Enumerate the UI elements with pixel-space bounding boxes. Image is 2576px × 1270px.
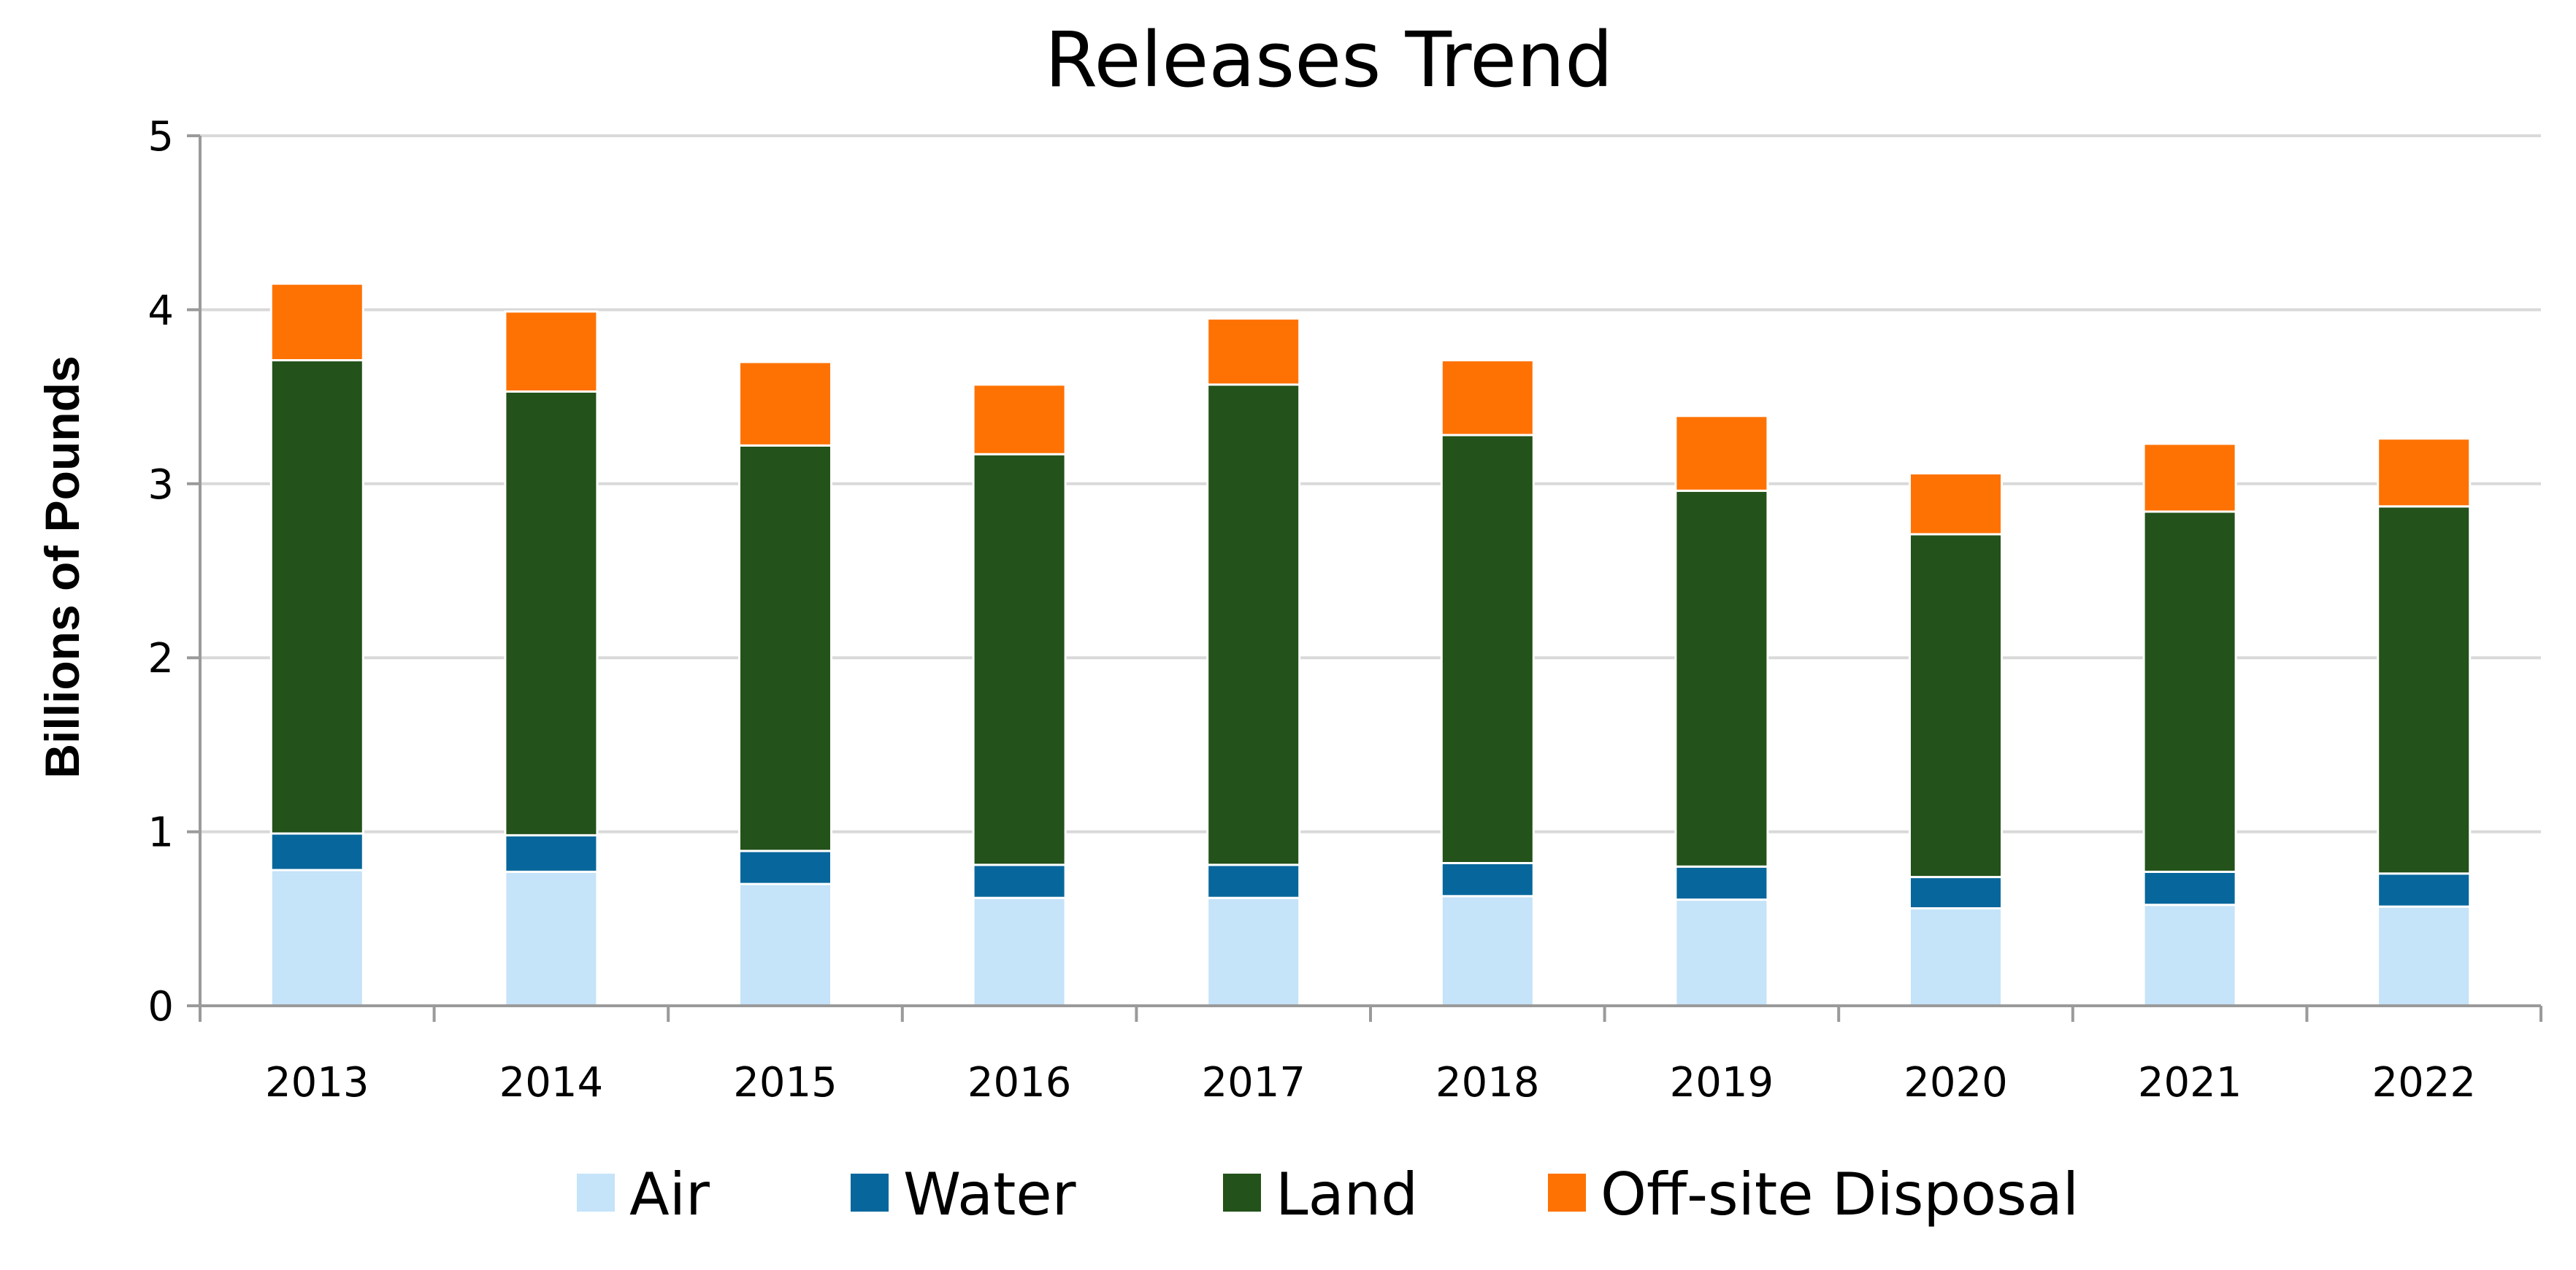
- bar-off-site-disposal-2022: [2377, 437, 2472, 508]
- bar-land-2019: [1674, 489, 1769, 868]
- y-tick-label: 5: [147, 113, 174, 161]
- legend-item-water: Water: [851, 1161, 1076, 1228]
- bar-air-2021: [2142, 904, 2237, 1007]
- x-tick-label: 2021: [2138, 1059, 2242, 1107]
- bar-land-2022: [2377, 505, 2472, 875]
- bar-land-2021: [2142, 510, 2237, 873]
- bar-stack-2017: [1206, 317, 1301, 1007]
- bar-water-2017: [1206, 863, 1301, 899]
- x-tick-label: 2018: [1435, 1059, 1540, 1107]
- legend-swatch: [1223, 1174, 1261, 1212]
- bar-air-2014: [504, 870, 599, 1007]
- bar-water-2016: [972, 863, 1067, 899]
- bar-off-site-disposal-2018: [1440, 359, 1535, 436]
- bar-water-2015: [738, 850, 832, 885]
- bar-stack-2022: [2377, 437, 2472, 1007]
- bar-off-site-disposal-2021: [2142, 442, 2237, 513]
- bar-water-2019: [1674, 865, 1769, 901]
- x-tick-label: 2020: [1904, 1059, 2008, 1107]
- bar-air-2019: [1674, 898, 1769, 1007]
- y-axis-label: Billions of Pounds: [35, 355, 89, 778]
- x-tick-label: 2017: [1201, 1059, 1306, 1107]
- legend-item-air: Air: [577, 1161, 710, 1228]
- bars: [269, 282, 2472, 1007]
- legend-label: Water: [903, 1161, 1076, 1228]
- bar-off-site-disposal-2019: [1674, 415, 1769, 492]
- bar-off-site-disposal-2013: [269, 282, 364, 362]
- bar-air-2018: [1440, 895, 1535, 1007]
- bar-water-2020: [1909, 876, 2003, 909]
- bar-off-site-disposal-2017: [1206, 317, 1301, 386]
- legend-swatch: [851, 1174, 889, 1212]
- bar-land-2016: [972, 453, 1067, 866]
- legend-label: Air: [629, 1161, 710, 1228]
- bar-air-2015: [738, 882, 832, 1007]
- bar-stack-2020: [1909, 472, 2003, 1007]
- legend-swatch: [1548, 1174, 1586, 1212]
- bar-off-site-disposal-2015: [738, 361, 832, 447]
- bar-air-2013: [269, 869, 364, 1007]
- bar-air-2022: [2377, 905, 2472, 1007]
- bar-land-2020: [1909, 533, 2003, 879]
- bar-off-site-disposal-2016: [972, 383, 1067, 455]
- x-tick-label: 2019: [1670, 1059, 1774, 1107]
- legend-swatch: [577, 1174, 615, 1212]
- y-tick-label: 0: [147, 983, 174, 1031]
- chart-title: Releases Trend: [1045, 15, 1613, 104]
- x-tick-label: 2013: [265, 1059, 369, 1107]
- bar-stack-2019: [1674, 415, 1769, 1007]
- bar-water-2018: [1440, 862, 1535, 898]
- bar-off-site-disposal-2014: [504, 310, 599, 393]
- x-tick-label: 2014: [499, 1059, 604, 1107]
- bar-air-2016: [972, 896, 1067, 1007]
- bar-land-2015: [738, 444, 832, 853]
- bar-water-2022: [2377, 872, 2472, 908]
- bar-stack-2015: [738, 361, 832, 1007]
- axes: 0 1 2 3 4 5 2013 2014 2015 2016 2017 2018 2019 2020 20…: [147, 113, 2542, 1107]
- bar-air-2017: [1206, 896, 1301, 1007]
- bar-stack-2021: [2142, 442, 2237, 1007]
- x-tick-label: 2022: [2372, 1059, 2476, 1107]
- bar-water-2021: [2142, 870, 2237, 907]
- bar-land-2017: [1206, 383, 1301, 866]
- x-tick-label: 2016: [967, 1059, 1072, 1107]
- bar-off-site-disposal-2020: [1909, 472, 2003, 536]
- y-tick-label: 2: [147, 635, 174, 682]
- y-tick-label: 1: [147, 809, 174, 857]
- legend: Air Water Land Off-site Disposal: [577, 1161, 2079, 1228]
- y-tick-label: 3: [147, 461, 174, 509]
- bar-land-2014: [504, 390, 599, 836]
- bar-land-2013: [269, 359, 364, 835]
- legend-label: Off-site Disposal: [1601, 1161, 2079, 1228]
- bar-water-2013: [269, 832, 364, 871]
- bar-stack-2013: [269, 282, 364, 1007]
- bar-stack-2014: [504, 310, 599, 1007]
- y-tick-label: 4: [147, 287, 174, 334]
- legend-item-off-site-disposal: Off-site Disposal: [1548, 1161, 2079, 1228]
- legend-item-land: Land: [1223, 1161, 1418, 1228]
- bar-air-2020: [1909, 907, 2003, 1007]
- bar-stack-2016: [972, 383, 1067, 1007]
- x-tick-label: 2015: [733, 1059, 837, 1107]
- bar-water-2014: [504, 834, 599, 873]
- bar-land-2018: [1440, 434, 1535, 865]
- legend-label: Land: [1276, 1161, 1418, 1228]
- bar-stack-2018: [1440, 359, 1535, 1007]
